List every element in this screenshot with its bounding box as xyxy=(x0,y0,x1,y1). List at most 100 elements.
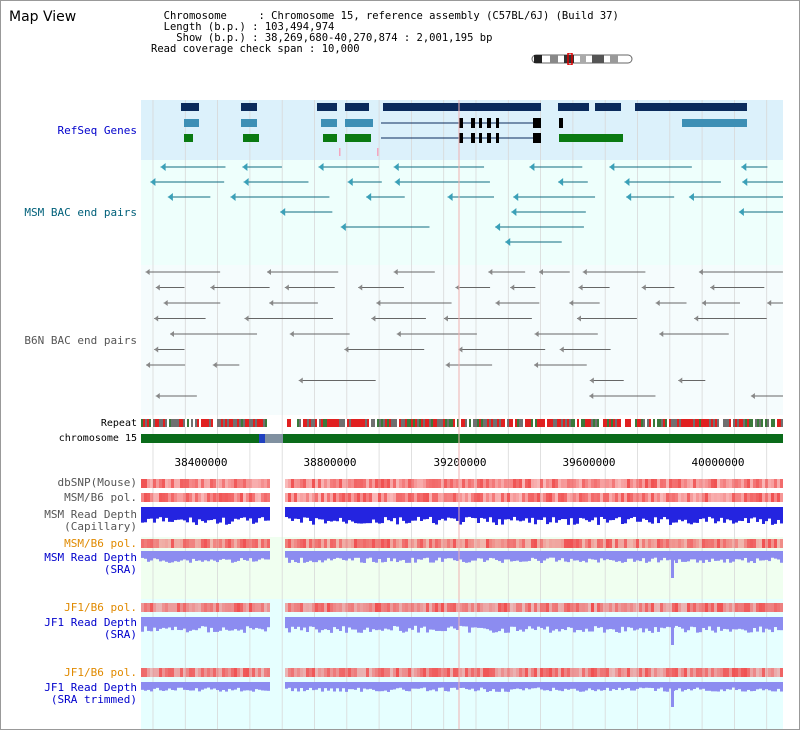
msm-depth-sra-label[interactable]: MSM Read Depth xyxy=(44,551,137,564)
pol-cell xyxy=(393,479,396,488)
depth-bar xyxy=(249,551,252,559)
depth-bar xyxy=(711,617,714,631)
pol-cell xyxy=(771,479,774,488)
chromosome-ideogram[interactable] xyxy=(530,53,634,65)
pol-cell xyxy=(528,479,531,488)
pol-cell xyxy=(699,479,702,488)
pol-cell xyxy=(759,479,762,488)
depth-bar xyxy=(492,682,495,690)
depth-bar xyxy=(567,551,570,563)
pol-cell xyxy=(624,493,627,502)
depth-bar xyxy=(495,507,498,525)
depth-bar xyxy=(675,682,678,691)
depth-bar xyxy=(549,682,552,692)
depth-bar xyxy=(522,682,525,691)
depth-bar xyxy=(225,507,228,525)
repeat-element xyxy=(375,419,377,427)
repeat-element xyxy=(509,419,511,427)
pol-cell xyxy=(594,539,597,548)
pol-cell xyxy=(567,603,570,612)
pol-cell xyxy=(693,493,696,502)
repeat-element xyxy=(411,419,413,427)
bac-end xyxy=(230,193,236,201)
depth-bar xyxy=(459,507,462,525)
depth-bar xyxy=(372,551,375,562)
dbsnp-label[interactable]: dbSNP(Mouse) xyxy=(57,476,137,489)
msm-depth-cap-label[interactable]: MSM Read Depth xyxy=(44,508,137,521)
depth-bar xyxy=(237,551,240,561)
depth-bar xyxy=(420,682,423,689)
pol-cell xyxy=(309,539,312,548)
depth-bar xyxy=(738,617,741,629)
pol-cell xyxy=(717,479,720,488)
repeat-element xyxy=(619,419,621,427)
depth-bar xyxy=(723,617,726,629)
pol-cell xyxy=(693,539,696,548)
repeat-element xyxy=(195,419,197,427)
pol-cell xyxy=(687,493,690,502)
depth-bar xyxy=(447,551,450,559)
pol-cell xyxy=(405,603,408,612)
bac-end xyxy=(589,377,594,384)
depth-bar xyxy=(381,617,384,631)
depth-bar xyxy=(699,507,702,520)
repeat-element xyxy=(575,419,577,427)
pol-cell xyxy=(216,479,219,488)
pol-cell xyxy=(612,668,615,677)
read-depth-tracks xyxy=(141,507,783,707)
depth-bar xyxy=(264,617,267,632)
b6n-bac-label[interactable]: B6N BAC end pairs xyxy=(24,334,137,347)
depth-bar xyxy=(321,507,324,520)
refseq-genes-label[interactable]: RefSeq Genes xyxy=(57,124,137,137)
pol-cell xyxy=(564,493,567,502)
genome-track-area[interactable]: 38400000 38800000 39200000 39600000 4000… xyxy=(141,1,783,730)
repeat-element xyxy=(429,419,431,427)
depth-bar xyxy=(759,551,762,561)
pol-cell xyxy=(168,493,171,502)
depth-bar xyxy=(243,507,246,518)
pol-cell xyxy=(255,668,258,677)
pol-cell xyxy=(711,668,714,677)
pol-cell xyxy=(384,603,387,612)
depth-bar xyxy=(663,507,666,518)
depth-bar xyxy=(306,507,309,518)
bac-end xyxy=(154,315,159,322)
msm-bac-track[interactable] xyxy=(150,163,783,246)
bac-end xyxy=(742,178,748,186)
depth-bar xyxy=(576,682,579,691)
pol-cell xyxy=(558,603,561,612)
jf1-pol-2-label[interactable]: JF1/B6 pol. xyxy=(64,666,137,679)
pol-cell xyxy=(210,668,213,677)
pol-cell xyxy=(228,493,231,502)
length-label: Length (b.p.) xyxy=(163,21,246,33)
msm-bac-track-bg xyxy=(141,160,783,265)
b6n-bac-track[interactable] xyxy=(145,269,783,399)
depth-bar xyxy=(624,617,627,632)
pol-cell xyxy=(657,493,660,502)
pol-cell xyxy=(480,603,483,612)
depth-bar xyxy=(297,617,300,627)
depth-bar xyxy=(756,682,759,690)
refseq-genes-track[interactable] xyxy=(181,103,747,156)
repeat-element xyxy=(599,419,601,427)
repeat-element xyxy=(191,419,193,427)
jf1-pol-label[interactable]: JF1/B6 pol. xyxy=(64,601,137,614)
depth-bar xyxy=(468,617,471,633)
depth-bar xyxy=(558,617,561,632)
pol-cell xyxy=(396,493,399,502)
depth-bar xyxy=(678,682,681,689)
pol-cell xyxy=(189,479,192,488)
pol-cell xyxy=(618,479,621,488)
chromosome-row: Chromosome : Chromosome 15, reference as… xyxy=(163,10,619,22)
depth-bar xyxy=(444,507,447,521)
repeat-element xyxy=(407,419,409,427)
msm-b6-pol-sra-label[interactable]: MSM/B6 pol. xyxy=(64,537,137,550)
depth-bar xyxy=(702,551,705,563)
repeat-element xyxy=(551,419,553,427)
pol-cell xyxy=(159,493,162,502)
jf1-depth-sra-label[interactable]: JF1 Read Depth xyxy=(44,616,137,629)
jf1-depth-trim-label[interactable]: JF1 Read Depth xyxy=(44,681,137,694)
msm-bac-label[interactable]: MSM BAC end pairs xyxy=(24,206,137,219)
msm-b6-pol-label[interactable]: MSM/B6 pol. xyxy=(64,491,137,504)
depth-bar xyxy=(717,551,720,561)
